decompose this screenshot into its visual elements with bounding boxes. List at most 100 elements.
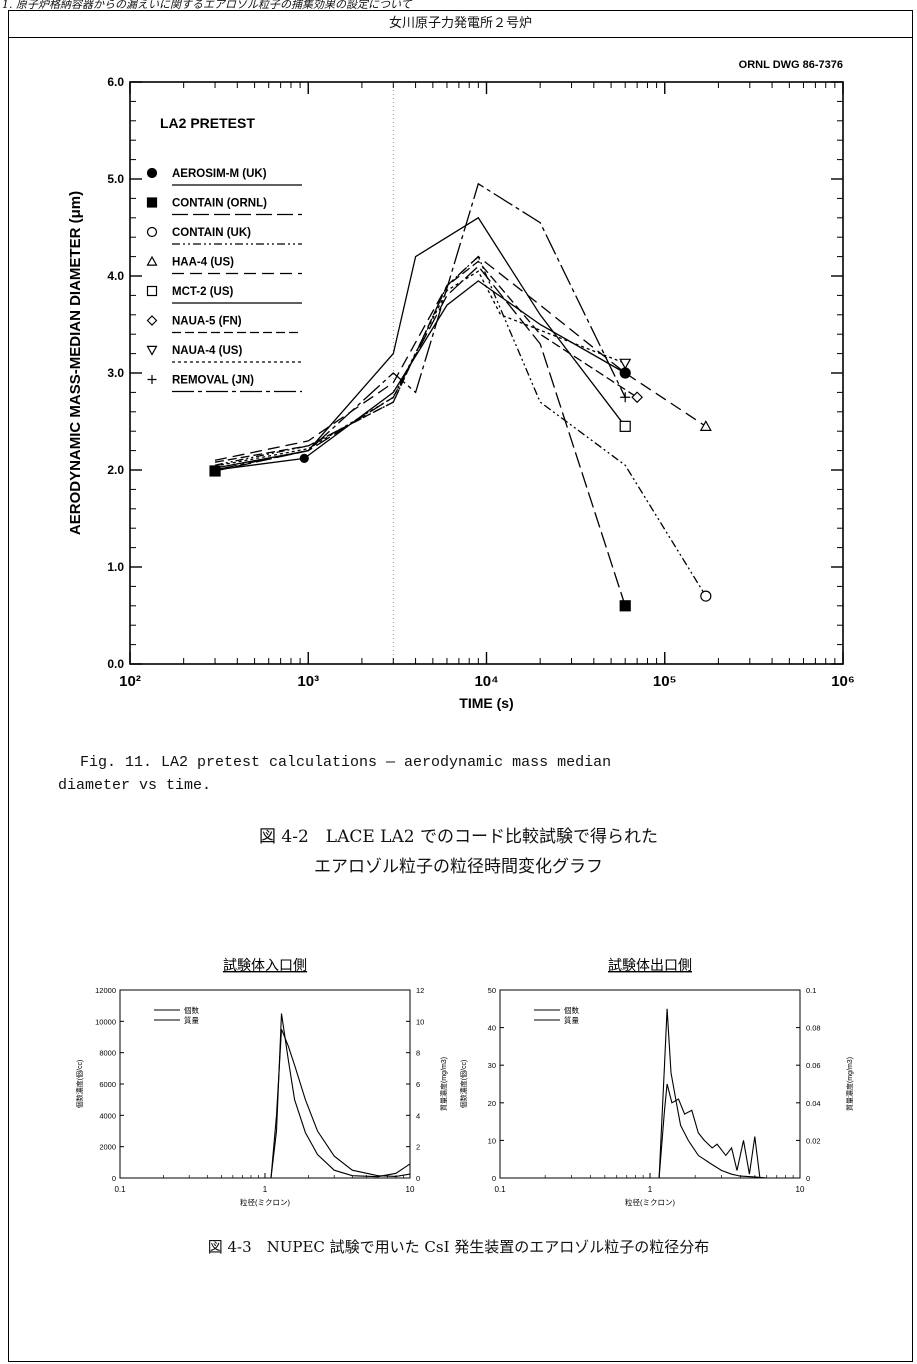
marker (146, 315, 158, 326)
y-right-tick-label: 2 (416, 1143, 420, 1152)
x-axis-label: 粒径(ミクロン) (240, 1197, 290, 1207)
marker (299, 453, 309, 463)
inlet-size-distribution-chart: 試験体入口側 0.1 1 10 粒径(ミクロン) 0 2000 4000 6000 8000 100… (75, 957, 448, 1207)
y-tick-label: 30 (488, 1061, 496, 1070)
x-tick-label: 10⁴ (474, 673, 498, 690)
y-tick-label: 2000 (99, 1143, 116, 1152)
marker (147, 375, 157, 384)
x-tick-label: 1 (263, 1185, 268, 1194)
x-tick-label: 10² (119, 673, 141, 690)
page-header: 1. 原子炉格納容器からの漏えいに関するエアロゾル粒子の捕集効果の設定について (2, 0, 412, 10)
document-frame: 女川原子力発電所２号炉 (8, 10, 913, 1362)
y-tick-label: 6000 (99, 1080, 116, 1089)
marker (699, 420, 712, 431)
drawing-number: ORNL DWG 86-7376 (739, 59, 843, 71)
y-tick-label: 5.0 (107, 172, 124, 186)
x-axis-label: TIME (s) (459, 695, 513, 711)
caption-jp-line-2: エアロゾル粒子の粒径時間変化グラフ (314, 857, 603, 877)
caption-jp-line-1: 図 4-2 LACE LA2 でのコード比較試験で得られた (259, 827, 658, 847)
marker (619, 600, 631, 612)
y-tick-label: 2.0 (107, 463, 124, 477)
y-tick-label: 1.0 (107, 560, 124, 574)
marker (146, 255, 158, 266)
series-line (500, 1083, 767, 1179)
y-right-tick-label: 0 (806, 1174, 810, 1183)
x-tick-label: 1 (648, 1185, 653, 1194)
y-right-tick-label: 0.1 (806, 986, 816, 995)
y-tick-label: 10 (488, 1136, 496, 1145)
caption-line-1: Fig. 11. LA2 pretest calculations — aero… (80, 754, 612, 771)
series-line (120, 1028, 411, 1179)
legend-label: HAA-4 (US) (172, 257, 234, 269)
marker (146, 226, 158, 238)
figure-11-caption: Fig. 11. LA2 pretest calculations — aero… (58, 751, 870, 797)
y-tick-label: 0.0 (107, 657, 124, 671)
y-tick-label: 4.0 (107, 269, 124, 283)
marker (146, 285, 158, 297)
x-tick-label: 0.1 (494, 1185, 506, 1194)
legend-label: CONTAIN (UK) (172, 227, 251, 239)
x-tick-label: 10³ (297, 673, 319, 690)
marker (619, 420, 631, 432)
legend-label: MCT-2 (US) (172, 286, 234, 298)
x-axis-label: 粒径(ミクロン) (625, 1197, 675, 1207)
y-tick-label: 12000 (95, 986, 116, 995)
y-tick-label: 3.0 (107, 366, 124, 380)
y-right-axis-label: 質量濃度(mg/m3) (845, 1057, 854, 1111)
y-tick-label: 10000 (95, 1017, 116, 1026)
series-line (214, 255, 707, 461)
y-right-tick-label: 10 (416, 1017, 424, 1026)
marker (619, 358, 632, 370)
series-line (214, 265, 626, 607)
y-tick-label: 8000 (99, 1049, 116, 1058)
series-line (214, 270, 626, 467)
y-right-tick-label: 0.08 (806, 1024, 821, 1033)
marker (146, 167, 158, 179)
legend-label: 質量 (184, 1015, 199, 1025)
y-right-tick-label: 0.04 (806, 1099, 821, 1108)
marker (700, 590, 712, 602)
x-tick-label: 10⁶ (831, 673, 855, 690)
legend-label: 個数 (184, 1005, 199, 1015)
chart-title: 試験体入口側 (223, 957, 307, 973)
la2-pretest-chart: ORNL DWG 86-7376 LA2 PRETEST 10² 10³ 10⁴ 10⁵ 1… (67, 59, 855, 711)
series-line (500, 1008, 767, 1179)
chart-title: 試験体出口側 (608, 957, 692, 973)
y-tick-label: 20 (488, 1099, 496, 1108)
y-axis-label: AERODYNAMIC MASS-MEDIAN DIAMETER (μm) (67, 191, 84, 535)
y-right-tick-label: 0.06 (806, 1061, 821, 1070)
marker (146, 197, 158, 208)
legend-label: REMOVAL (JN) (172, 375, 254, 387)
y-tick-label: 0 (492, 1174, 496, 1183)
y-axis-label: 個数濃度(個/cc) (459, 1060, 468, 1109)
legend-label: NAUA-5 (FN) (172, 316, 242, 328)
plot-frame (119, 989, 411, 1179)
figure-4-3-caption: 図 4-3 NUPEC 試験で用いた CsI 発生装置のエアロゾル粒子の粒径分布 (207, 1238, 710, 1256)
chart-title: LA2 PRETEST (160, 115, 255, 131)
y-tick-label: 50 (488, 986, 496, 995)
y-axis-label: 個数濃度(個/cc) (75, 1060, 84, 1109)
x-tick-label: 0.1 (114, 1185, 126, 1194)
legend-label: CONTAIN (ORNL) (172, 198, 267, 210)
y-tick-label: 40 (488, 1024, 496, 1033)
x-tick-label: 10⁵ (653, 673, 677, 690)
y-right-tick-label: 4 (416, 1111, 420, 1120)
y-tick-label: 6.0 (107, 75, 124, 89)
y-tick-label: 4000 (99, 1111, 116, 1120)
legend-label: 質量 (564, 1015, 579, 1025)
y-right-tick-label: 12 (416, 986, 424, 995)
frame-title: 女川原子力発電所２号炉 (9, 11, 912, 38)
marker (209, 465, 221, 477)
plot-frame (499, 989, 801, 1179)
legend-label: 個数 (564, 1005, 579, 1015)
figure-4-2-caption: 図 4-2 LACE LA2 でのコード比較試験で得られた エアロゾル粒子の粒径… (0, 822, 917, 882)
series-line (214, 255, 707, 597)
marker (620, 392, 631, 403)
caption-line-2: diameter vs time. (58, 777, 212, 794)
legend-label: NAUA-4 (US) (172, 345, 242, 357)
x-tick-label: 10 (796, 1185, 805, 1194)
y-right-tick-label: 0.02 (806, 1136, 821, 1145)
y-right-axis-label: 質量濃度(mg/m3) (439, 1057, 448, 1111)
y-right-tick-label: 0 (416, 1174, 420, 1183)
